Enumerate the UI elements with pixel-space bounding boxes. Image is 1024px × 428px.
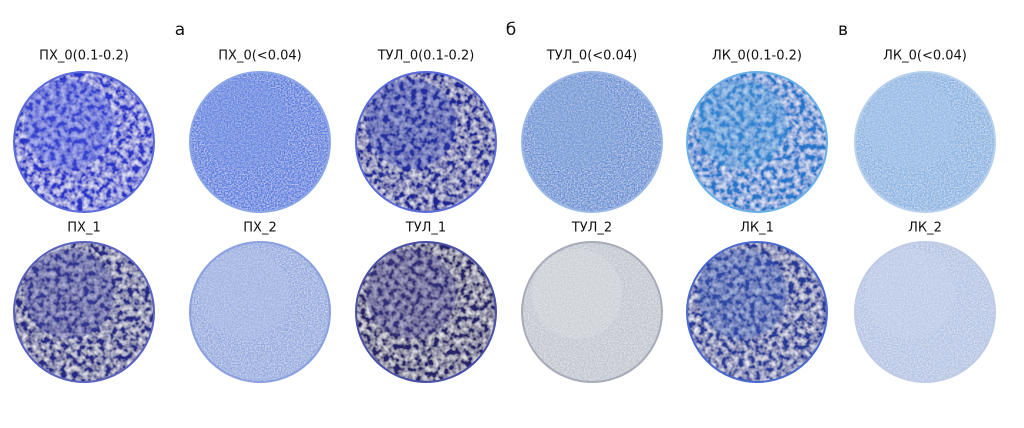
sample-photo (356, 242, 496, 382)
group-label: а (175, 20, 185, 40)
sample-label: ТУЛ_0(0.1-0.2) (377, 49, 475, 64)
sample-photo (356, 72, 496, 212)
sample-rim (189, 241, 331, 383)
sample-sheen (24, 249, 114, 339)
sample-rim (854, 71, 996, 213)
sample-label: ЛК_2 (908, 221, 942, 236)
sample-rim (13, 71, 155, 213)
sample-rim (854, 241, 996, 383)
sample-rim (686, 241, 828, 383)
sample-sheen (865, 79, 955, 169)
sample-rim (686, 71, 828, 213)
sample-label: ЛК_0(0.1-0.2) (712, 49, 802, 64)
sample-sheen (697, 79, 787, 169)
sample-photo (190, 242, 330, 382)
sample-photo (687, 72, 827, 212)
sample-label: ЛК_1 (740, 221, 774, 236)
sample-sheen (865, 249, 955, 339)
sample-rim (13, 241, 155, 383)
sample-sheen (697, 249, 787, 339)
sample-photo (14, 242, 154, 382)
sample-label: ПХ_2 (243, 221, 276, 236)
group-label: б (506, 20, 516, 40)
sample-sheen (366, 79, 456, 169)
sample-sheen (366, 249, 456, 339)
sample-label: ТУЛ_1 (405, 221, 446, 236)
sample-photo (855, 72, 995, 212)
sample-photo (190, 72, 330, 212)
sample-rim (189, 71, 331, 213)
sample-label: ЛК_0(<0.04) (883, 49, 967, 64)
sample-photo (855, 242, 995, 382)
sample-rim (521, 241, 663, 383)
sample-sheen (200, 249, 290, 339)
sample-label: ТУЛ_2 (571, 221, 612, 236)
sample-rim (521, 71, 663, 213)
sample-sheen (200, 79, 290, 169)
sample-rim (355, 71, 497, 213)
sample-photo (522, 242, 662, 382)
sample-label: ПХ_1 (67, 221, 100, 236)
sample-photo (522, 72, 662, 212)
sample-photo (14, 72, 154, 212)
group-label: в (838, 20, 848, 40)
sample-label: ПХ_0(0.1-0.2) (39, 49, 129, 64)
sample-photo (687, 242, 827, 382)
sample-label: ПХ_0(<0.04) (218, 49, 301, 64)
sample-sheen (532, 79, 622, 169)
sample-label: ТУЛ_0(<0.04) (546, 49, 637, 64)
sample-sheen (532, 249, 622, 339)
sample-sheen (24, 79, 114, 169)
sample-rim (355, 241, 497, 383)
samples: ПХ_0(0.1-0.2) ПХ_0(<0.04) ТУЛ_0(0.1-0.2) ТУ… (13, 49, 996, 383)
